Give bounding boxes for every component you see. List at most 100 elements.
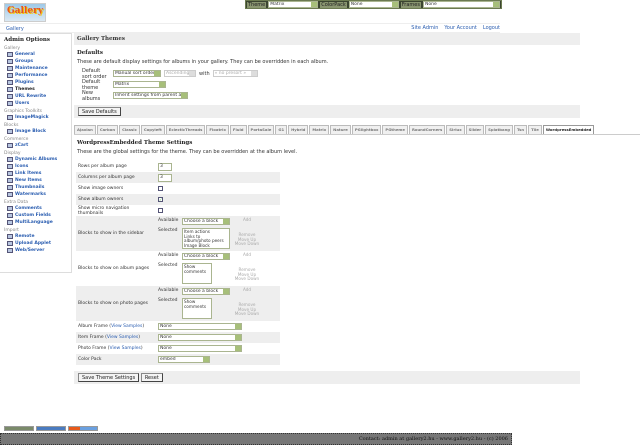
sidebar-item-watermarks[interactable]: Watermarks [4, 191, 67, 198]
tab-roundcorners[interactable]: RoundCorners [408, 125, 446, 134]
save-defaults-button[interactable]: Save Defaults [78, 107, 121, 116]
sidebar-item-link-items[interactable]: Link Items [4, 170, 67, 177]
tab-pglightbox[interactable]: PGlightbox [351, 125, 382, 134]
tab-classic[interactable]: Classic [119, 125, 140, 134]
add-block-button[interactable]: Add [242, 252, 252, 257]
micro-nav-checkbox[interactable] [158, 208, 163, 213]
move-up-button[interactable]: Move Up [237, 271, 257, 277]
sidebar-item-multilanguage[interactable]: MultiLanguage [4, 219, 67, 226]
frames-select[interactable]: None [422, 1, 500, 8]
move-down-button[interactable]: Move Down [234, 241, 260, 246]
tab-nature[interactable]: Nature [330, 125, 351, 134]
tab-siriux[interactable]: Siriux [446, 125, 465, 134]
selected-block-item[interactable]: Links to album/photo peers [184, 233, 224, 243]
colorpack-select[interactable]: None [348, 1, 399, 8]
move-up-button[interactable]: Move Up [237, 236, 257, 242]
breadcrumb-gallery[interactable]: Gallery [6, 26, 24, 32]
move-up-button[interactable]: Move Up [237, 306, 257, 312]
sidebar-item-zcart[interactable]: zCart [4, 142, 67, 149]
rows-per-page-input[interactable]: 3 [158, 162, 172, 171]
selected-block-item[interactable]: Show comments [184, 264, 207, 274]
sidebar-item-custom-fields[interactable]: Custom Fields [4, 212, 67, 219]
tab-portasale[interactable]: PortaSale [247, 125, 275, 134]
remove-block-button[interactable]: Remove [238, 232, 256, 237]
tab-eclecticthreads[interactable]: EclecticThreads [165, 125, 206, 134]
gallery-logo[interactable]: Gallery [4, 3, 46, 22]
sidebar-item-imagemagick[interactable]: ImageMagick [4, 114, 67, 121]
sidebar-item-icons[interactable]: Icons [4, 163, 67, 170]
url-rewrite-icon [7, 94, 13, 99]
add-block-button[interactable]: Add [242, 217, 252, 222]
sidebar-item-new-items[interactable]: New Items [4, 177, 67, 184]
selected-block-item[interactable]: Image Block [184, 242, 210, 248]
your-account-link[interactable]: Your Account [444, 25, 477, 31]
color-pack-select[interactable]: embed [158, 356, 210, 363]
tab-copyleft[interactable]: Copyleft [140, 125, 165, 134]
new-items-icon [7, 178, 13, 183]
photo-frame-select[interactable]: None [158, 345, 242, 352]
logout-link[interactable]: Logout [482, 25, 500, 31]
tab-carbon[interactable]: Carbon [96, 125, 119, 134]
selected-blocks-list[interactable]: Item actions Links to album/photo peers Im… [182, 228, 230, 249]
album-frame-label: Album Frame [78, 324, 108, 329]
new-albums-select[interactable]: Inherit settings from parent album [113, 92, 188, 99]
sidebar-item-url-rewrite[interactable]: URL Rewrite [4, 93, 67, 100]
tab-matrix[interactable]: Matrix [309, 125, 330, 134]
selected-block-item[interactable]: Show comments [184, 299, 207, 309]
cols-per-page-input[interactable]: 3 [158, 173, 172, 182]
sidebar-item-maintenance[interactable]: Maintenance [4, 65, 67, 72]
album-frame-samples-link[interactable]: View Samples [111, 324, 143, 329]
available-blocks-select[interactable]: Choose a block [182, 253, 230, 260]
remove-block-button[interactable]: Remove [238, 267, 256, 272]
sidebar-item-image-block[interactable]: Image Block [4, 128, 67, 135]
sidebar-item-users[interactable]: Users [4, 100, 67, 107]
tab-wordpressembedded[interactable]: WordpressEmbedded [542, 125, 595, 135]
selected-blocks-list[interactable]: Show comments [182, 263, 212, 284]
sidebar-item-remote[interactable]: Remote [4, 233, 67, 240]
album-owners-checkbox[interactable]: ✓ [158, 197, 163, 202]
tab-slider[interactable]: Slider [465, 125, 485, 134]
tab-ajaxian[interactable]: Ajaxian [74, 125, 96, 134]
default-theme-select[interactable]: Matrix [113, 81, 166, 88]
validation-badge[interactable] [4, 426, 34, 431]
tab-tsn[interactable]: Tsn [514, 125, 528, 134]
sidebar-item-dynamic-albums[interactable]: Dynamic Albums [4, 156, 67, 163]
item-frame-samples-link[interactable]: View Samples [106, 335, 139, 340]
powered-by-badge[interactable] [68, 426, 98, 431]
image-owners-checkbox[interactable] [158, 186, 163, 191]
tab-g1[interactable]: G1 [275, 125, 288, 134]
photo-frame-samples-link[interactable]: View Samples [109, 346, 141, 351]
sidebar-item-general[interactable]: General [4, 51, 67, 58]
album-frame-select[interactable]: None [158, 323, 242, 330]
remote-icon [7, 234, 13, 239]
tab-pgtheme[interactable]: PGtheme [382, 125, 408, 134]
tab-floatrix[interactable]: Floatrix [206, 125, 229, 134]
sidebar-item-performance[interactable]: Performance [4, 72, 67, 79]
sidebar-item-comments[interactable]: Comments [4, 205, 67, 212]
item-frame-select[interactable]: None [158, 334, 242, 341]
sidebar-item-themes[interactable]: Themes [4, 86, 67, 93]
move-down-button[interactable]: Move Down [234, 311, 260, 316]
sidebar-item-groups[interactable]: Groups [4, 58, 67, 65]
site-admin-link[interactable]: Site Admin [411, 25, 439, 31]
selected-blocks-list[interactable]: Show comments [182, 298, 212, 319]
remove-block-button[interactable]: Remove [238, 302, 256, 307]
tab-tile[interactable]: Tile [528, 125, 542, 134]
tab-splatbang[interactable]: Splatbang [485, 125, 514, 134]
tab-fluid[interactable]: Fluid [229, 125, 247, 134]
available-blocks-select[interactable]: Choose a block [182, 288, 230, 295]
reset-button[interactable]: Reset [140, 373, 163, 382]
selected-block-item[interactable]: Item actions [184, 229, 210, 234]
sort-order-select[interactable]: Manual sort order [113, 70, 161, 77]
tab-hybrid[interactable]: Hybrid [288, 125, 309, 134]
sidebar-item-web-server[interactable]: Web/Server [4, 247, 67, 254]
sidebar-item-plugins[interactable]: Plugins [4, 79, 67, 86]
save-theme-settings-button[interactable]: Save Theme Settings [78, 373, 140, 382]
move-down-button[interactable]: Move Down [234, 276, 260, 281]
theme-select[interactable]: Matrix [268, 1, 319, 8]
add-block-button[interactable]: Add [242, 287, 252, 292]
available-blocks-select[interactable]: Choose a block [182, 218, 230, 225]
sidebar-item-thumbnails[interactable]: Thumbnails [4, 184, 67, 191]
gallery-badge[interactable] [36, 426, 66, 431]
sidebar-item-upload-applet[interactable]: Upload Applet [4, 240, 67, 247]
